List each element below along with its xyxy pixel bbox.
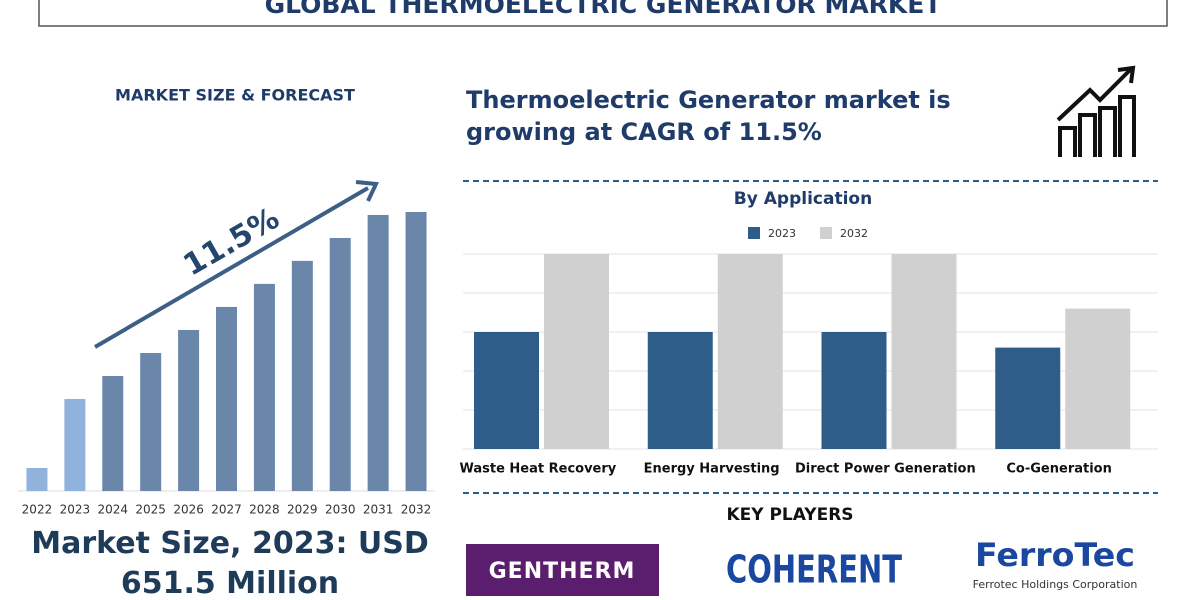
x-tick-label: 2031 bbox=[363, 503, 394, 517]
bar bbox=[474, 332, 539, 449]
bar bbox=[140, 352, 162, 491]
x-tick-label: Co-Generation bbox=[1006, 462, 1111, 477]
x-tick-label: 2024 bbox=[97, 503, 128, 517]
bar bbox=[1065, 308, 1131, 449]
x-tick-label: Waste Heat Recovery bbox=[459, 462, 616, 477]
trend-arrow bbox=[93, 186, 370, 349]
x-tick-label: 2025 bbox=[135, 503, 166, 517]
bar bbox=[64, 398, 86, 491]
legend-swatch bbox=[748, 227, 760, 239]
logo-text: COHERENT bbox=[726, 548, 902, 592]
market-size: Market Size, 2023: USD 651.5 Million bbox=[31, 526, 429, 600]
bar bbox=[329, 237, 351, 491]
logo-subtitle: Ferrotec Holdings Corporation bbox=[973, 578, 1138, 591]
key-players-title: KEY PLAYERS bbox=[726, 505, 853, 525]
x-tick-label: 2026 bbox=[173, 503, 204, 517]
bar bbox=[26, 467, 48, 491]
x-tick-label: Direct Power Generation bbox=[795, 462, 976, 477]
x-tick-label: Energy Harvesting bbox=[644, 462, 780, 477]
header-box bbox=[38, 0, 1168, 27]
x-tick-label: 2032 bbox=[401, 503, 432, 517]
gentherm-logo bbox=[466, 544, 659, 596]
logo-text: GENTHERM bbox=[489, 559, 636, 584]
bar bbox=[891, 254, 957, 449]
growth-icon bbox=[1056, 65, 1136, 157]
header-title: GLOBAL THERMOELECTRIC GENERATOR MARKET bbox=[265, 0, 942, 19]
bar bbox=[178, 329, 200, 491]
x-tick-label: 2022 bbox=[22, 503, 53, 517]
x-tick-label: 2027 bbox=[211, 503, 242, 517]
bar bbox=[253, 283, 275, 491]
bar bbox=[367, 214, 389, 491]
legend-label: 2032 bbox=[840, 227, 868, 240]
x-tick-label: 2029 bbox=[287, 503, 318, 517]
bar bbox=[216, 306, 237, 491]
x-tick-label: 2023 bbox=[60, 503, 91, 517]
bar bbox=[544, 254, 609, 449]
right-chart-title: By Application bbox=[734, 189, 872, 209]
bar bbox=[821, 332, 887, 449]
bar bbox=[647, 332, 713, 449]
left-chart-title: MARKET SIZE & FORECAST bbox=[115, 86, 355, 105]
cagr-annotation: 11.5% bbox=[178, 201, 286, 283]
trend-arrow-head bbox=[355, 180, 380, 202]
bar bbox=[291, 260, 313, 491]
bar bbox=[102, 376, 124, 491]
x-tick-label: 2030 bbox=[325, 503, 356, 517]
bar bbox=[995, 347, 1061, 449]
bar bbox=[405, 212, 427, 491]
x-tick-label: 2028 bbox=[249, 503, 280, 517]
headline: Thermoelectric Generator market is growi… bbox=[466, 86, 951, 146]
bar bbox=[717, 254, 783, 449]
logo-text: FerroTec bbox=[975, 536, 1135, 574]
legend-label: 2023 bbox=[768, 227, 796, 240]
legend-swatch bbox=[820, 227, 832, 239]
